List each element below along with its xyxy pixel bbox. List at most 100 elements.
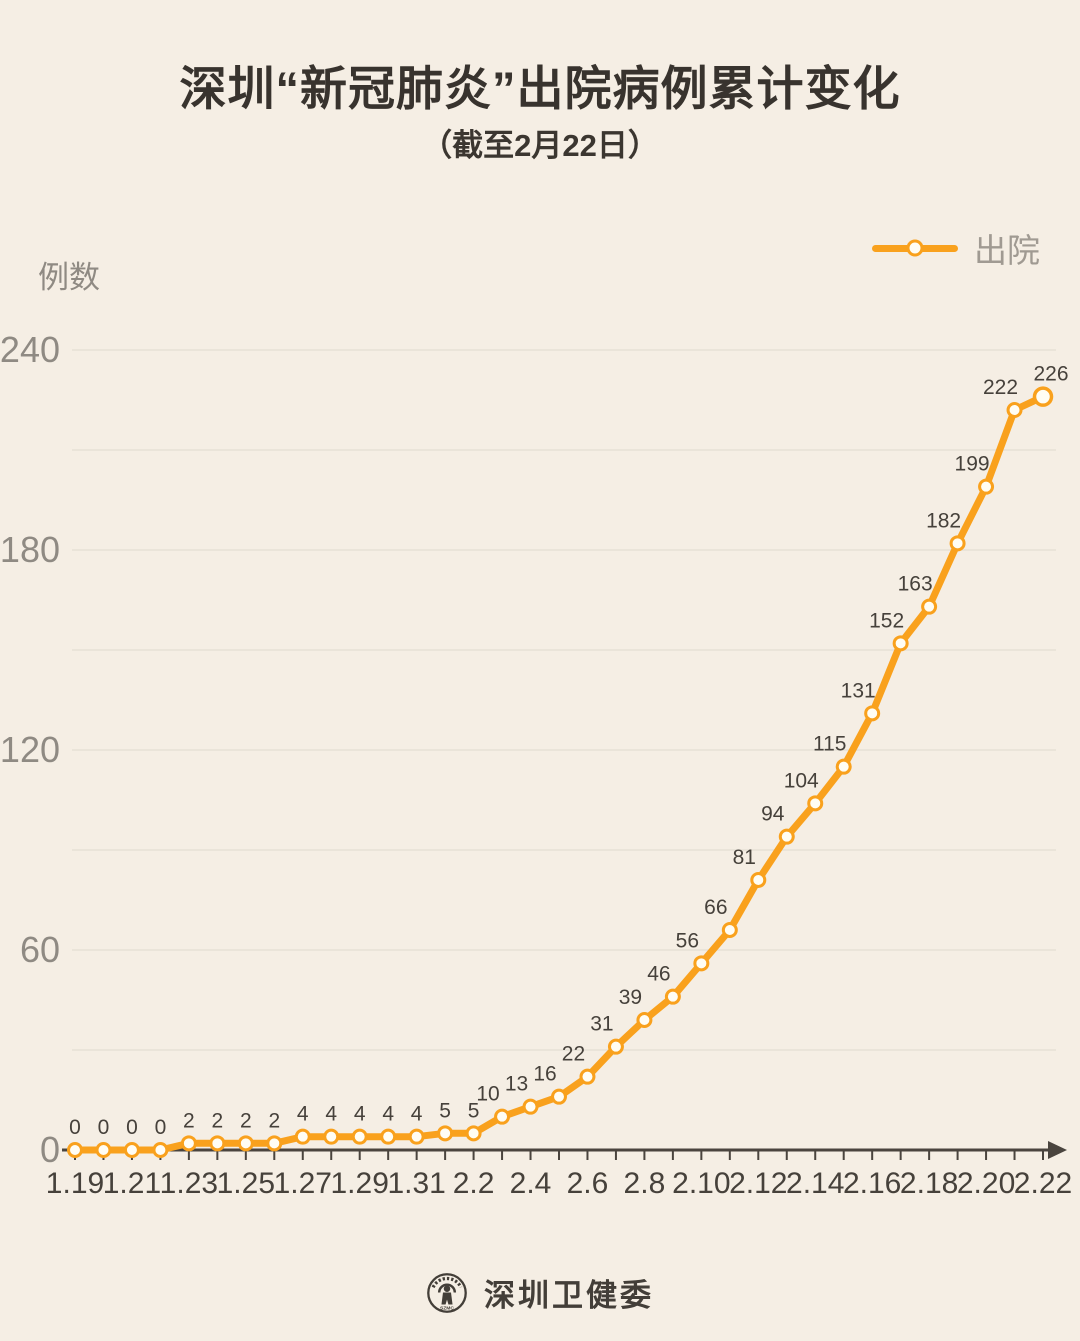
data-point-label: 163 <box>898 573 933 596</box>
x-tick-label: 1.27 <box>274 1167 332 1200</box>
y-axis-unit-label: 例数 <box>38 260 100 295</box>
x-tick-label: 2.10 <box>672 1167 730 1200</box>
x-tick-label: 2.22 <box>1014 1167 1072 1200</box>
data-point <box>921 598 938 615</box>
data-point-label: 16 <box>533 1063 556 1086</box>
data-point-label: 152 <box>869 609 904 632</box>
data-point-label: 0 <box>69 1116 81 1139</box>
data-point <box>892 635 909 652</box>
footer: SZMC 深圳卫健委 <box>0 1270 1080 1315</box>
discharge-line-chart: 0601201802401.191.211.231.251.271.291.31… <box>0 329 1072 1200</box>
x-tick-label: 2.4 <box>510 1167 552 1200</box>
y-tick-label: 120 <box>0 729 60 770</box>
footer-org-name: 深圳卫健委 <box>484 1278 654 1313</box>
data-point-label: 104 <box>784 769 819 792</box>
x-tick-label: 2.14 <box>786 1167 844 1200</box>
data-point-label: 131 <box>841 679 876 702</box>
data-point <box>1006 402 1023 418</box>
data-point-label: 115 <box>813 733 846 756</box>
data-point-label: 4 <box>382 1103 394 1126</box>
data-point <box>864 705 881 722</box>
y-tick-label: 180 <box>0 529 60 570</box>
data-point <box>551 1088 567 1105</box>
data-point <box>693 955 710 972</box>
data-point-label: 4 <box>411 1103 423 1126</box>
data-point-label: 2 <box>212 1109 224 1132</box>
data-point <box>123 1142 140 1158</box>
data-point-label: 5 <box>439 1099 451 1122</box>
x-tick-label: 2.18 <box>900 1167 958 1200</box>
data-point <box>750 872 767 888</box>
legend-label: 出院 <box>974 232 1040 269</box>
data-point <box>721 922 738 938</box>
data-point <box>437 1125 454 1142</box>
data-point <box>237 1135 254 1152</box>
data-point <box>636 1012 653 1028</box>
x-tick-label: 2.20 <box>957 1167 1015 1200</box>
data-point-label: 46 <box>647 963 670 986</box>
data-point-label: 22 <box>562 1043 585 1066</box>
data-point <box>266 1135 283 1152</box>
szmc-logo-icon: SZMC <box>427 1272 467 1313</box>
data-point-label: 13 <box>505 1073 528 1096</box>
y-tick-label: 0 <box>40 1129 60 1170</box>
data-point <box>465 1125 482 1142</box>
data-point-label: 2 <box>268 1109 280 1132</box>
x-axis-arrow-icon <box>1048 1141 1067 1159</box>
data-point-label: 94 <box>761 803 785 826</box>
data-point-label: 39 <box>619 986 642 1009</box>
data-point <box>1032 386 1054 407</box>
data-point <box>664 988 681 1005</box>
data-point-label: 4 <box>354 1103 366 1126</box>
data-point <box>67 1142 83 1158</box>
data-point-label: 0 <box>155 1116 167 1139</box>
data-point <box>978 478 995 495</box>
legend-line-swatch-icon <box>872 239 958 257</box>
data-point-label: 5 <box>468 1099 480 1122</box>
data-point-label: 2 <box>240 1109 252 1132</box>
data-point-label: 0 <box>98 1116 110 1139</box>
data-point <box>607 1038 624 1055</box>
data-point <box>323 1128 340 1145</box>
data-point <box>778 828 795 845</box>
data-point <box>408 1128 425 1145</box>
x-tick-label: 2.8 <box>624 1167 666 1200</box>
data-point-label: 199 <box>955 453 990 476</box>
x-tick-label: 1.31 <box>387 1167 445 1200</box>
data-point <box>522 1098 539 1115</box>
data-point <box>949 535 966 552</box>
x-tick-label: 2.16 <box>843 1167 901 1200</box>
data-point-label: 81 <box>733 846 756 869</box>
legend: 出院 <box>872 224 1040 272</box>
data-point-label: 4 <box>297 1103 309 1126</box>
data-point <box>835 758 852 775</box>
x-tick-label: 1.29 <box>331 1167 389 1200</box>
x-tick-label: 1.19 <box>46 1167 104 1200</box>
data-point <box>209 1135 226 1152</box>
data-point-label: 56 <box>676 929 699 952</box>
series-line <box>71 393 1047 1154</box>
y-tick-label: 60 <box>20 929 60 970</box>
data-point-label: 4 <box>325 1103 337 1126</box>
x-tick-label: 2.2 <box>453 1167 495 1200</box>
legend-marker-icon <box>906 239 924 257</box>
page-subtitle: （截至2月22日） <box>421 128 659 163</box>
data-point <box>152 1142 169 1158</box>
data-point-label: 2 <box>183 1109 195 1132</box>
data-point-label: 222 <box>983 376 1018 399</box>
y-tick-label: 240 <box>0 329 60 370</box>
data-point <box>95 1142 112 1158</box>
data-point <box>380 1128 397 1145</box>
data-point-label: 66 <box>704 896 727 919</box>
data-point <box>579 1068 596 1085</box>
data-point-label: 10 <box>476 1083 499 1106</box>
data-point <box>180 1135 197 1152</box>
x-tick-label: 1.25 <box>217 1167 275 1200</box>
x-tick-label: 1.21 <box>103 1167 161 1200</box>
data-point <box>351 1128 368 1145</box>
data-point <box>294 1128 311 1145</box>
data-point <box>807 795 824 812</box>
data-point <box>494 1108 511 1125</box>
x-tick-label: 1.23 <box>160 1167 218 1200</box>
x-tick-label: 2.12 <box>729 1167 787 1200</box>
